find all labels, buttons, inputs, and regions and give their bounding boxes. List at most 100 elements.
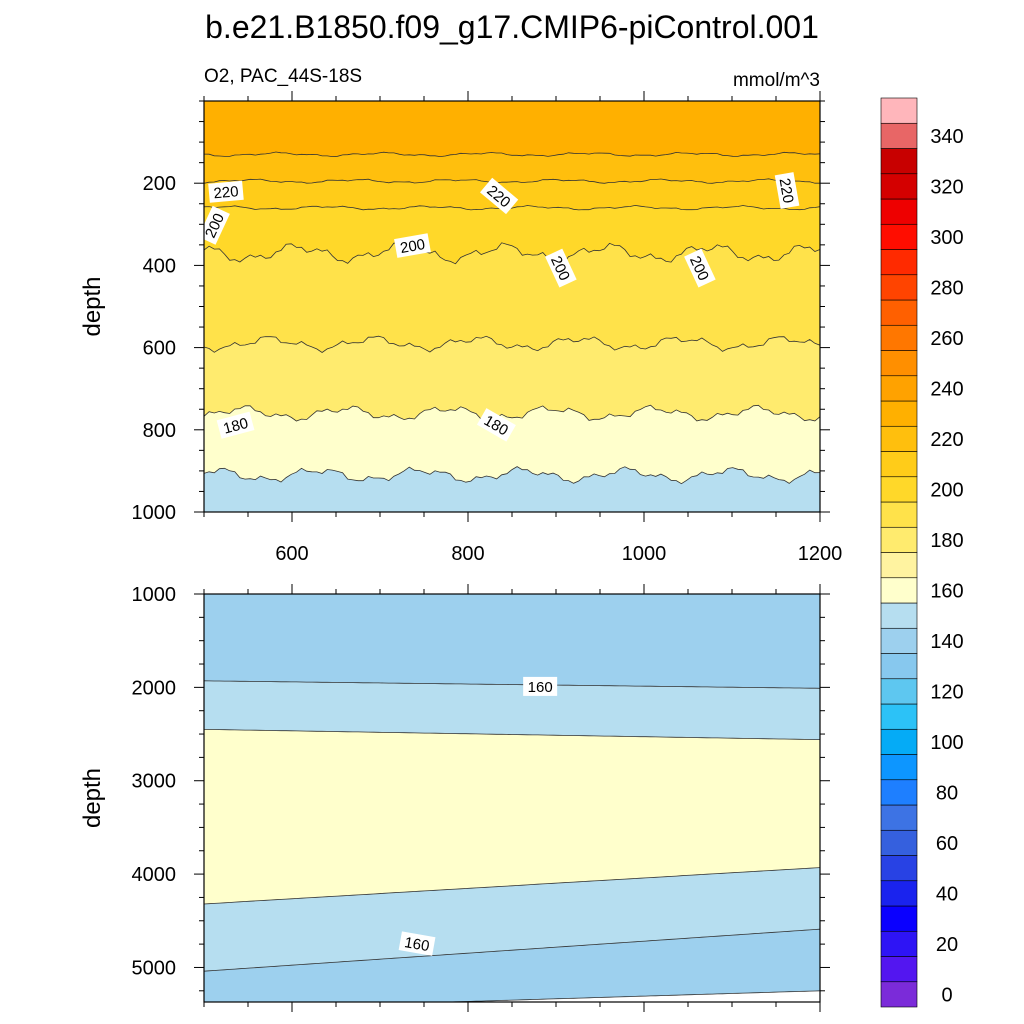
colorbar-swatch — [880, 855, 918, 882]
colorbar-tick-label: 20 — [936, 934, 958, 956]
contour-label: 220 — [479, 177, 519, 215]
colorbar-tick-label: 220 — [930, 429, 963, 451]
contour-label-text: 160 — [528, 679, 553, 696]
colorbar-swatch — [880, 97, 918, 124]
contour-band — [204, 242, 820, 353]
panel-body: 160 160 — [204, 594, 820, 1002]
y-tick-label: 800 — [143, 420, 176, 442]
variable-label: O2, PAC_44S-18S — [204, 66, 362, 87]
colorbar-swatch — [880, 148, 918, 175]
colorbar: 0 20 40 60 80 100 120 140 160 180 200 220 240 260 280 3… — [880, 97, 964, 1008]
contour-band — [204, 867, 820, 972]
y-tick-label: 400 — [143, 255, 176, 277]
contour-band — [204, 336, 820, 421]
y-tick-label: 4000 — [132, 864, 177, 886]
contour-label-text: 180 — [222, 415, 251, 438]
contour-line — [204, 928, 820, 972]
colorbar-swatch — [880, 425, 918, 452]
colorbar-swatch — [880, 198, 918, 225]
contour-line — [437, 990, 820, 1002]
contour-band — [204, 466, 820, 512]
contour-band — [204, 729, 820, 904]
contour-band — [204, 152, 820, 184]
colorbar-swatch — [880, 905, 918, 932]
contour-band — [204, 101, 820, 157]
x-tick-label: 600 — [275, 543, 308, 565]
y-axis-label: depth — [79, 276, 106, 336]
contour-label-text: 160 — [403, 934, 431, 955]
colorbar-swatch — [880, 678, 918, 705]
colorbar-tick-label: 240 — [930, 378, 963, 400]
contour-band — [204, 405, 820, 484]
colorbar-swatch — [880, 779, 918, 806]
colorbar-swatch — [880, 476, 918, 503]
x-tick-label: 1200 — [798, 543, 843, 565]
units-label: mmol/m^3 — [733, 70, 820, 91]
x-tick-label: 1000 — [622, 543, 667, 565]
colorbar-tick-label: 300 — [930, 227, 963, 249]
contour-label: 160 — [398, 931, 436, 956]
colorbar-tick-label: 120 — [930, 681, 963, 703]
y-tick-label: 1000 — [132, 502, 177, 524]
colorbar-swatch — [880, 653, 918, 680]
colorbar-swatch — [880, 501, 918, 528]
colorbar-swatch — [880, 223, 918, 250]
colorbar-tick-label: 40 — [936, 883, 958, 905]
colorbar-tick-label: 280 — [930, 277, 963, 299]
colorbar-swatch — [880, 324, 918, 351]
colorbar-swatch — [880, 451, 918, 478]
contour-label-text: 200 — [399, 236, 427, 257]
contour-line — [204, 178, 820, 184]
colorbar-swatch — [880, 627, 918, 654]
y-tick-label: 5000 — [132, 957, 177, 979]
colorbar-swatch — [880, 703, 918, 730]
contour-label: 160 — [523, 676, 558, 696]
contour-band — [204, 680, 820, 740]
contour-label-bg — [398, 931, 436, 956]
contour-label-bg — [216, 411, 255, 439]
colorbar-swatch — [880, 400, 918, 427]
contour-line — [204, 151, 820, 158]
contour-line — [204, 867, 820, 905]
contour-label-bg — [479, 177, 519, 215]
panel-bottom: 160 160 1000 2000 3000 4000 5000 depth — [79, 584, 830, 1012]
contour-label-text: 220 — [776, 177, 797, 205]
y-tick-label: 2000 — [132, 677, 177, 699]
contour-label: 200 — [394, 233, 431, 258]
chart-title: b.e21.B1850.f09_g17.CMIP6-piControl.001 — [205, 9, 819, 45]
y-tick-label: 3000 — [132, 771, 177, 793]
colorbar-swatch — [880, 350, 918, 377]
colorbar-swatch — [880, 602, 918, 629]
x-tick-label: 800 — [451, 543, 484, 565]
contour-band — [204, 178, 820, 210]
colorbar-swatch — [880, 122, 918, 149]
contour-label: 220 — [774, 172, 800, 209]
contour-line — [204, 729, 820, 740]
contour-label-bg — [476, 408, 516, 442]
contour-band — [204, 929, 820, 1002]
contour-label-bg — [545, 248, 577, 288]
colorbar-swatch — [880, 728, 918, 755]
colorbar-tick-label: 80 — [936, 782, 958, 804]
colorbar-tick-label: 0 — [941, 984, 952, 1006]
colorbar-tick-label: 140 — [930, 631, 963, 653]
colorbar-tick-label: 100 — [930, 732, 963, 754]
colorbar-swatch — [880, 930, 918, 957]
colorbar-swatch — [880, 375, 918, 402]
colorbar-tick-label: 260 — [930, 328, 963, 350]
contour-line — [204, 204, 820, 211]
colorbar-swatch — [880, 552, 918, 579]
colorbar-swatch — [880, 981, 918, 1008]
contour-label-bg — [394, 233, 431, 258]
y-tick-label: 600 — [143, 338, 176, 360]
colorbar-tick-label: 180 — [930, 530, 963, 552]
contour-line — [204, 242, 820, 265]
colorbar-swatch — [880, 804, 918, 831]
colorbar-tick-label: 160 — [930, 580, 963, 602]
contour-label-bg — [204, 205, 230, 245]
colorbar-swatch — [880, 880, 918, 907]
contour-band — [204, 205, 820, 264]
